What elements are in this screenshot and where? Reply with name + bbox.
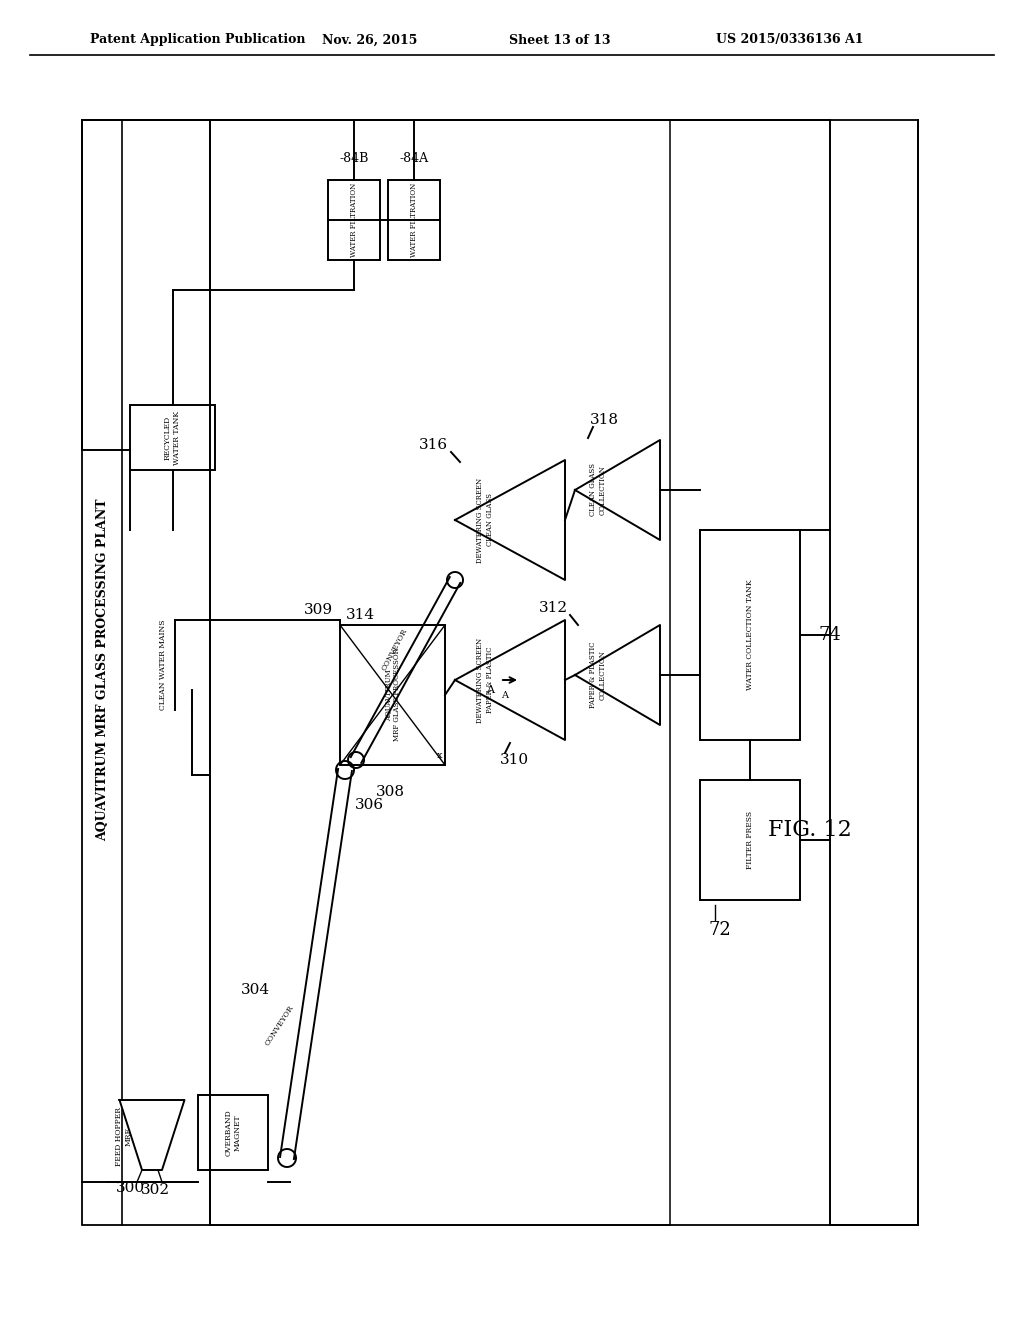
Text: A: A — [486, 685, 494, 696]
Text: RECYCLED
WATER TANK: RECYCLED WATER TANK — [164, 411, 181, 465]
Text: 309: 309 — [303, 603, 333, 616]
Text: OVERBAND
MAGNET: OVERBAND MAGNET — [224, 1109, 242, 1156]
Polygon shape — [120, 1100, 184, 1170]
Text: FILTER PRESS: FILTER PRESS — [746, 810, 754, 869]
Text: CONVEYOR: CONVEYOR — [381, 627, 410, 672]
Text: 302: 302 — [140, 1183, 170, 1197]
Text: 314: 314 — [346, 609, 375, 622]
Text: CLEAN WATER MAINS: CLEAN WATER MAINS — [159, 620, 167, 710]
Text: FIG. 12: FIG. 12 — [768, 818, 852, 841]
Text: 72: 72 — [709, 921, 731, 939]
Bar — [82, 120, 918, 1225]
Text: WATER FILTRATION: WATER FILTRATION — [350, 183, 358, 257]
Text: 306: 306 — [355, 799, 384, 812]
Bar — [700, 531, 800, 741]
Text: 74: 74 — [818, 626, 842, 644]
Polygon shape — [455, 620, 565, 741]
Text: CLEAN GLASS
COLLECTION: CLEAN GLASS COLLECTION — [590, 463, 606, 516]
Text: FEED HOPPER
MRF: FEED HOPPER MRF — [116, 1107, 132, 1167]
Bar — [700, 780, 800, 900]
Text: WATER FILTRATION: WATER FILTRATION — [410, 183, 418, 257]
Text: AQUAVITRUM
MRF GLASS PROCESSOR: AQUAVITRUM MRF GLASS PROCESSOR — [384, 648, 401, 742]
Text: WATER COLLECTION TANK: WATER COLLECTION TANK — [746, 579, 754, 690]
Text: PAPER & PLASTIC
COLLECTION: PAPER & PLASTIC COLLECTION — [590, 642, 606, 709]
Text: x: x — [437, 751, 442, 760]
Text: 316: 316 — [419, 438, 449, 451]
Bar — [340, 624, 445, 766]
Bar — [130, 405, 215, 470]
Polygon shape — [575, 624, 660, 725]
Bar — [210, 120, 670, 1225]
Polygon shape — [575, 440, 660, 540]
Text: US 2015/0336136 A1: US 2015/0336136 A1 — [716, 33, 864, 46]
Polygon shape — [455, 459, 565, 579]
Text: 308: 308 — [376, 785, 404, 799]
Text: CONVEYOR: CONVEYOR — [264, 1003, 296, 1047]
Text: Sheet 13 of 13: Sheet 13 of 13 — [509, 33, 610, 46]
Text: 312: 312 — [539, 601, 568, 615]
Text: 304: 304 — [241, 983, 269, 997]
Text: A: A — [502, 690, 509, 700]
Text: DEWATERING SCREEN
PAPER & PLASTIC: DEWATERING SCREEN PAPER & PLASTIC — [476, 638, 494, 722]
Bar — [388, 180, 440, 260]
Text: -84B: -84B — [339, 152, 369, 165]
Text: -84A: -84A — [399, 152, 429, 165]
Text: DEWATERING SCREEN
CLEAN GLASS: DEWATERING SCREEN CLEAN GLASS — [476, 478, 494, 562]
Bar — [198, 1096, 268, 1170]
Text: 310: 310 — [500, 752, 529, 767]
Text: 318: 318 — [590, 413, 618, 426]
Bar — [328, 180, 380, 260]
Text: Nov. 26, 2015: Nov. 26, 2015 — [323, 33, 418, 46]
Text: AQUAVITRUM MRF GLASS PROCESSING PLANT: AQUAVITRUM MRF GLASS PROCESSING PLANT — [96, 499, 110, 841]
Text: Patent Application Publication: Patent Application Publication — [90, 33, 305, 46]
Text: 300: 300 — [116, 1181, 144, 1195]
